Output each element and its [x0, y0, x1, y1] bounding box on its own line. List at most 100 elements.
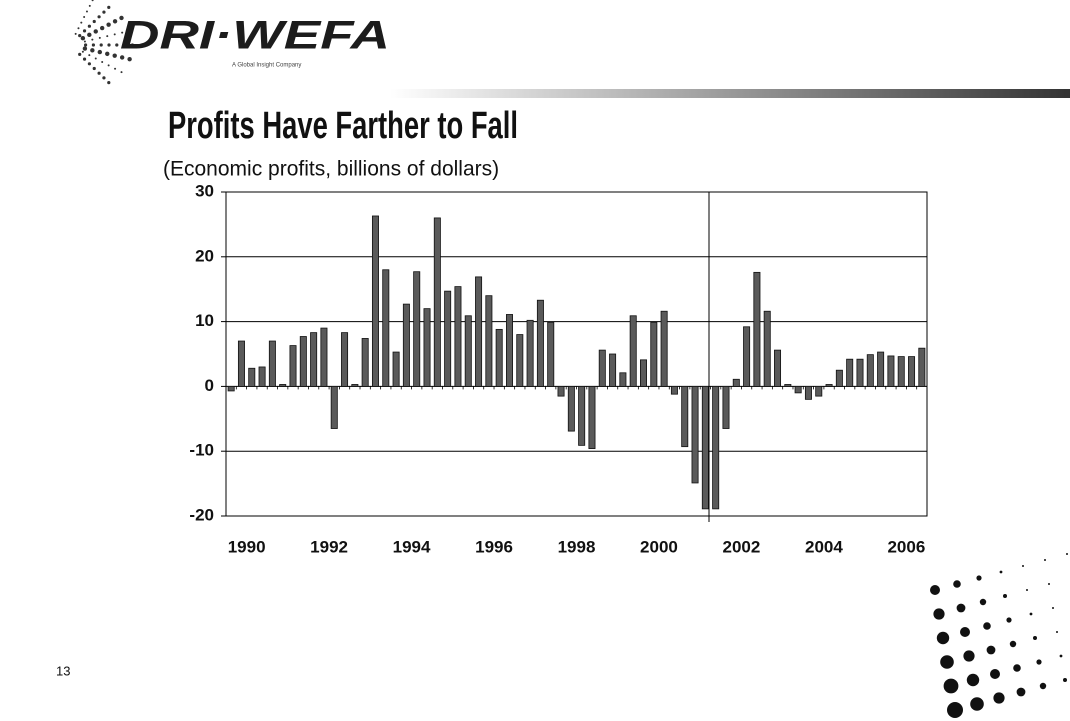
y-tick-label: 30: [195, 181, 214, 200]
corner-dot: [1040, 683, 1046, 689]
bar: [321, 328, 327, 386]
corner-dot: [990, 669, 1000, 679]
logo-dot: [102, 11, 105, 14]
bar: [558, 386, 564, 396]
logo-dot: [114, 68, 116, 70]
bar: [713, 386, 719, 508]
corner-dot: [1013, 664, 1021, 672]
bar: [785, 384, 791, 386]
corner-dot: [1066, 553, 1068, 555]
bar: [816, 386, 822, 396]
bar: [424, 309, 430, 387]
bar: [671, 386, 677, 394]
bar: [548, 322, 554, 386]
corner-dot: [940, 655, 954, 669]
corner-dot: [1063, 678, 1067, 682]
logo-dot: [82, 51, 84, 53]
plot: -20-100102030199019921994199619982000200…: [189, 181, 927, 556]
bar: [506, 314, 512, 386]
corner-dot: [976, 575, 981, 580]
bar: [857, 359, 863, 386]
corner-dot: [1030, 613, 1033, 616]
bar: [640, 360, 646, 387]
logo-dot: [93, 67, 96, 70]
slide: DRI·WEFA A Global Insight Company Profit…: [0, 0, 1070, 721]
corner-dot: [963, 650, 974, 661]
corner-dot: [980, 599, 986, 605]
corner-dot: [957, 604, 966, 613]
bar: [682, 386, 688, 446]
bar: [795, 386, 801, 392]
logo-dot: [114, 33, 116, 35]
logo: DRI·WEFA: [120, 14, 390, 58]
bar: [878, 352, 884, 386]
logo-dot: [90, 48, 94, 52]
logo-dot: [93, 20, 96, 23]
corner-dot: [953, 580, 961, 588]
y-tick-label: 10: [195, 311, 214, 330]
x-tick-label: 1994: [393, 537, 431, 556]
y-tick-label: 20: [195, 246, 214, 265]
logo-dot: [115, 43, 118, 46]
logo-dot: [81, 36, 85, 40]
bar: [836, 370, 842, 386]
corner-dot: [1000, 571, 1003, 574]
bar: [403, 304, 409, 386]
logo-dot: [98, 50, 102, 54]
bar: [517, 335, 523, 387]
bar: [259, 367, 265, 386]
bar: [692, 386, 698, 483]
corner-dot: [930, 585, 940, 595]
logo-dot: [99, 37, 101, 39]
logo-dot: [95, 58, 97, 60]
logo-dot: [75, 33, 77, 35]
logo-dot: [106, 22, 110, 26]
corner-dot: [983, 622, 991, 630]
bar: [589, 386, 595, 448]
logo-dot: [107, 81, 110, 84]
x-tick-label: 1998: [558, 537, 596, 556]
bar: [651, 322, 657, 386]
bar: [774, 350, 780, 386]
corner-dot: [1044, 559, 1046, 561]
logo-dot: [101, 61, 103, 63]
logo-dot: [91, 39, 93, 41]
bar: [826, 384, 832, 386]
logo-dot: [94, 29, 98, 33]
logo-dot: [107, 43, 110, 46]
bar: [919, 348, 925, 386]
bar: [537, 300, 543, 386]
bar: [434, 218, 440, 386]
corner-dot: [1033, 636, 1037, 640]
corner-dot: [987, 646, 996, 655]
bar: [630, 316, 636, 387]
bar: [599, 350, 605, 386]
x-tick-label: 2002: [723, 537, 761, 556]
logo-dot: [105, 52, 109, 56]
bar: [393, 352, 399, 386]
logo-dot: [107, 6, 110, 9]
logo-dot: [80, 22, 82, 24]
bar: [249, 368, 255, 386]
bar: [465, 316, 471, 387]
corner-dot: [993, 692, 1004, 703]
logo-dot: [127, 57, 131, 61]
logo-dot: [100, 26, 104, 30]
bar: [527, 320, 533, 386]
bar: [867, 355, 873, 387]
bar: [847, 359, 853, 386]
y-tick-label: -20: [189, 505, 214, 524]
corner-dot: [933, 608, 944, 619]
logo-dot: [106, 35, 108, 37]
bar: [341, 333, 347, 387]
x-tick-label: 2000: [640, 537, 678, 556]
corner-dot: [1003, 594, 1007, 598]
corner-dot: [947, 702, 963, 718]
slide-number: 13: [56, 663, 70, 678]
logo-dot: [83, 46, 87, 50]
corner-dot: [1052, 607, 1054, 609]
logo-dot: [108, 64, 110, 66]
bar: [352, 384, 358, 386]
bar: [805, 386, 811, 399]
corner-dot: [1010, 641, 1016, 647]
